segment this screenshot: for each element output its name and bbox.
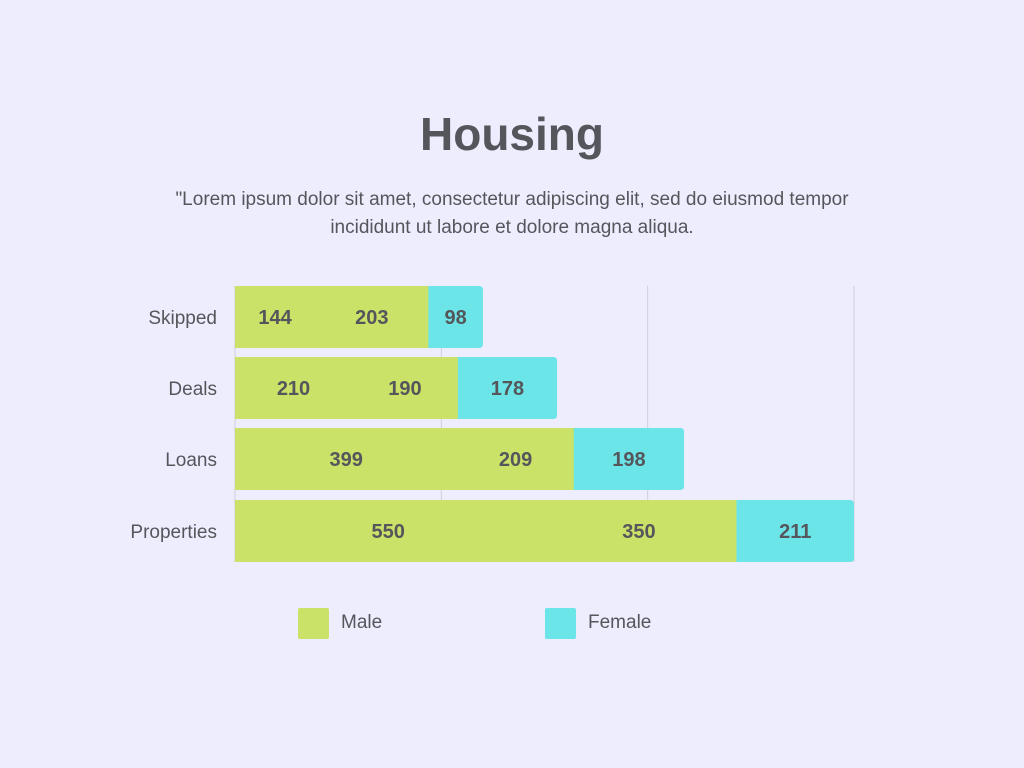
legend-item-male: Male — [298, 607, 382, 639]
bar-deals-1 — [352, 357, 459, 419]
bar-skipped-2 — [428, 286, 483, 348]
bar-deals-0 — [235, 357, 353, 419]
data-label: 550 — [372, 521, 405, 543]
data-label: 350 — [622, 521, 655, 543]
legend-swatch-male — [298, 607, 329, 639]
data-label: 190 — [388, 378, 421, 400]
legend-label-male: Male — [341, 612, 383, 633]
bar-loans-1 — [457, 428, 575, 490]
data-label: 210 — [277, 378, 310, 400]
chart-title: Housing — [420, 108, 604, 160]
legend-label-female: Female — [588, 612, 652, 633]
category-label-loans: Loans — [165, 450, 217, 471]
category-label-deals: Deals — [168, 379, 217, 400]
legend-swatch-female — [545, 607, 576, 639]
category-label-properties: Properties — [130, 522, 217, 543]
bar-properties-2 — [736, 500, 854, 562]
data-label: 399 — [329, 449, 362, 471]
data-label: 203 — [355, 307, 388, 329]
data-label: 144 — [258, 307, 292, 329]
bar-properties-0 — [235, 500, 542, 562]
data-label: 209 — [499, 449, 532, 471]
bar-properties-1 — [541, 500, 737, 562]
category-label-skipped: Skipped — [148, 308, 217, 329]
data-label: 178 — [491, 378, 524, 400]
legend-item-female: Female — [545, 607, 651, 639]
bar-skipped-1 — [315, 286, 429, 348]
data-label: 211 — [779, 521, 811, 543]
bar-skipped-0 — [235, 286, 316, 348]
bar-loans-0 — [235, 428, 458, 490]
data-label: 98 — [445, 307, 467, 329]
stacked-bar-chart: Skipped 144 203 98 Deals 210 190 178 Loans 399 209… — [130, 286, 855, 562]
chart-subtitle: "Lorem ipsum dolor sit amet, consectetur… — [175, 189, 849, 238]
data-label: 198 — [612, 449, 645, 471]
bar-deals-2 — [457, 357, 558, 419]
bar-loans-2 — [573, 428, 685, 490]
